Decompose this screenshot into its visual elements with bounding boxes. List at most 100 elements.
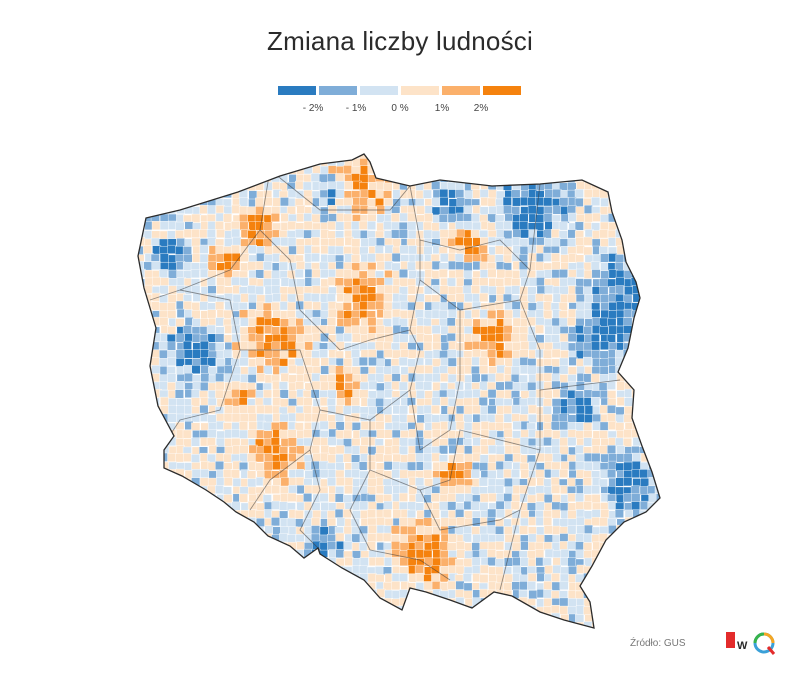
municipality-cell [351,397,360,406]
municipality-cell [479,365,489,374]
municipality-cell [239,462,249,471]
municipality-cell [576,268,585,278]
municipality-cell [446,332,456,342]
municipality-cell [600,309,610,319]
municipality-cell [183,349,193,359]
municipality-cell [519,213,529,223]
municipality-cell [567,557,577,567]
municipality-cell [456,310,466,320]
municipality-cell [215,301,225,311]
municipality-cell [232,236,242,246]
municipality-cell [590,397,600,406]
municipality-cell [367,333,376,342]
municipality-cell [543,372,553,382]
municipality-cell [264,230,273,240]
municipality-cell [560,254,570,264]
municipality-cell [622,438,632,447]
municipality-cell [408,428,418,438]
municipality-cell [438,309,448,319]
municipality-cell [479,292,489,302]
municipality-cell [487,373,497,383]
municipality-cell [391,365,401,375]
municipality-cell [368,356,378,366]
municipality-cell [367,221,377,230]
municipality-cell [550,421,560,431]
municipality-cell [423,260,433,270]
municipality-cell [528,516,537,526]
municipality-cell [494,245,504,255]
municipality-cell [512,342,522,351]
municipality-cell [167,357,177,366]
municipality-cell [407,501,417,511]
municipality-cell [599,238,609,248]
municipality-cell [415,230,425,240]
municipality-cell [496,269,506,279]
municipality-cell [591,286,601,296]
municipality-cell [575,397,584,406]
municipality-cell [431,541,441,550]
municipality-cell [463,262,473,272]
municipality-cell [399,557,409,567]
municipality-cell [463,237,473,247]
municipality-cell [439,550,449,560]
municipality-cell [399,333,409,343]
municipality-cell [440,396,449,406]
municipality-cell [551,237,561,247]
municipality-cell [271,270,281,280]
municipality-cell [559,597,569,607]
municipality-cell [375,300,385,310]
municipality-cell [536,572,546,582]
municipality-cell [328,420,338,430]
municipality-cell [487,197,497,207]
municipality-cell [448,517,458,527]
municipality-cell [158,269,168,279]
logo-q-tail [766,646,776,655]
municipality-cell [359,325,369,335]
municipality-cell [543,197,553,207]
municipality-cell [422,317,432,327]
municipality-cell [632,452,641,462]
municipality-cell [511,189,521,199]
municipality-cell [326,325,336,335]
municipality-cell [175,245,184,255]
municipality-cell [480,533,490,543]
municipality-cell [366,301,376,310]
municipality-cell [384,284,394,294]
municipality-cell [551,509,561,519]
municipality-cell [359,389,369,399]
legend-label-minus-2: - 2% [302,103,324,114]
municipality-cell [398,357,408,366]
municipality-cell [288,390,298,400]
municipality-cell [535,469,545,479]
municipality-cell [496,286,505,296]
municipality-cell [334,277,344,287]
municipality-cell [327,454,336,464]
municipality-cell [319,526,329,536]
municipality-cell [407,461,416,471]
municipality-cell [463,293,473,303]
municipality-cell [527,581,536,591]
municipality-cell [567,414,577,424]
municipality-cell [287,237,297,247]
municipality-cell [231,389,241,398]
municipality-cell [351,438,361,447]
legend-label-plus-1: 1% [434,103,450,114]
municipality-cell [558,413,568,423]
municipality-cell [503,526,513,536]
municipality-cell [496,574,506,584]
municipality-cell [168,254,178,264]
municipality-cell [543,437,553,447]
municipality-cell [287,349,297,358]
municipality-cell [208,444,218,454]
municipality-cell [343,494,353,504]
municipality-cell [503,238,513,248]
municipality-cell [239,326,249,336]
municipality-cell [374,341,384,351]
municipality-cell [542,557,552,567]
municipality-cell [239,445,249,455]
municipality-cell [495,558,505,568]
municipality-cell [438,268,448,278]
municipality-cell [239,493,248,503]
municipality-cell [167,293,177,303]
municipality-cell [536,237,546,246]
